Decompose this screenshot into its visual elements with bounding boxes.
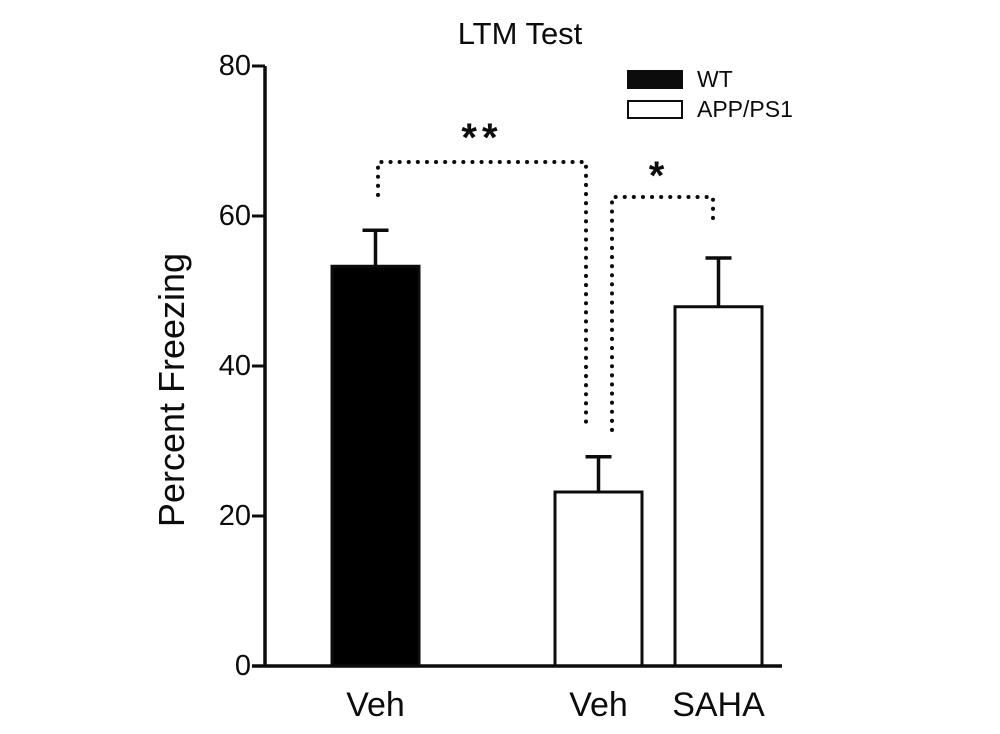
y-tick-label-20: 20 — [218, 500, 251, 532]
y-tick-label-0: 0 — [234, 650, 251, 682]
bar-wt-veh — [330, 264, 421, 668]
legend-swatch-app-ps1 — [627, 100, 683, 119]
legend-item-wt: WT — [627, 66, 793, 92]
x-category-label-wt-veh: Veh — [346, 686, 405, 724]
y-tick-label-80: 80 — [218, 50, 251, 82]
legend-label-app-ps1: APP/PS1 — [697, 96, 793, 122]
y-tick-label-40: 40 — [218, 350, 251, 382]
significance-stars-2: * — [648, 154, 670, 198]
legend-swatch-wt — [627, 70, 683, 89]
bar-app-ps1-veh — [553, 490, 644, 668]
legend: WT APP/PS1 — [627, 66, 793, 130]
bar-app-ps1-saha — [673, 305, 764, 668]
x-category-label-app-ps1-saha: SAHA — [672, 686, 765, 724]
legend-label-wt: WT — [697, 66, 733, 92]
y-tick-label-60: 60 — [218, 200, 251, 232]
significance-bracket-1 — [376, 160, 588, 432]
legend-item-app-ps1: APP/PS1 — [627, 96, 793, 122]
significance-bracket-2 — [610, 195, 715, 432]
significance-stars-1: ** — [461, 116, 503, 160]
chart-title: LTM Test — [457, 16, 583, 51]
x-category-label-app-ps1-veh: Veh — [569, 686, 628, 724]
